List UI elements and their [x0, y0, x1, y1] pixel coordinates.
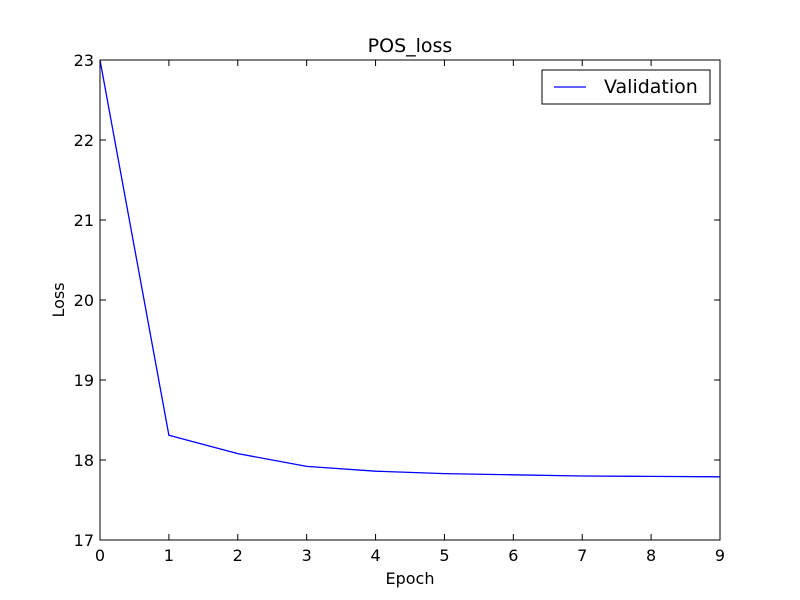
x-tick-label: 3	[302, 546, 312, 565]
x-axis-label: Epoch	[386, 569, 435, 588]
axis-ticks	[99, 59, 721, 541]
y-tick-label: 20	[74, 291, 94, 310]
x-tick-label: 0	[95, 546, 105, 565]
plot-frame	[99, 59, 721, 541]
legend-label-validation: Validation	[604, 76, 698, 98]
series-layer	[99, 59, 721, 478]
y-tick-label: 18	[74, 451, 94, 470]
x-tick-label: 9	[715, 546, 725, 565]
x-tick-label: 4	[370, 546, 380, 565]
y-tick-label: 23	[74, 51, 94, 70]
y-axis-label: Loss	[49, 282, 68, 317]
series-line-validation	[99, 59, 721, 478]
x-tick-label: 1	[164, 546, 174, 565]
x-tick-label: 6	[508, 546, 518, 565]
x-tick-label: 7	[577, 546, 587, 565]
y-tick-label: 21	[74, 211, 94, 230]
x-tick-label: 8	[646, 546, 656, 565]
legend: Validation	[541, 69, 711, 105]
x-tick-label: 5	[439, 546, 449, 565]
chart-title: POS_loss	[368, 35, 453, 57]
x-tick-label: 2	[233, 546, 243, 565]
y-tick-label: 22	[74, 131, 94, 150]
y-tick-label: 17	[74, 531, 94, 550]
y-tick-label: 19	[74, 371, 94, 390]
